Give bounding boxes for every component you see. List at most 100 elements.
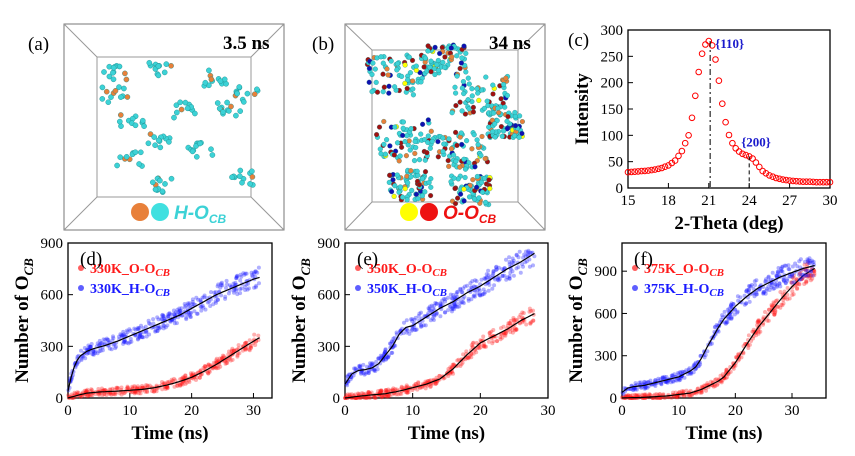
data-point: [197, 375, 202, 380]
data-point: [194, 295, 199, 300]
atom: [396, 189, 402, 195]
atom: [451, 152, 457, 158]
data-point: [705, 37, 713, 45]
y-tick-label: 600: [41, 288, 64, 304]
atom: [369, 89, 375, 95]
atom: [461, 156, 467, 162]
data-point: [130, 384, 135, 389]
data-point: [227, 357, 232, 361]
data-point: [735, 148, 743, 155]
data-point: [121, 391, 126, 396]
atom: [434, 62, 440, 68]
data-point: [789, 177, 797, 185]
data-point: [531, 318, 536, 323]
data-point: [756, 163, 763, 171]
data-point: [224, 360, 229, 365]
box-a-frame: [63, 23, 285, 231]
molecule-cluster: [429, 129, 490, 172]
data-point: [438, 314, 443, 319]
molecule-cluster: [185, 139, 216, 160]
data-point: [179, 376, 184, 381]
atom: [147, 131, 154, 137]
x-tick-label: 24: [742, 193, 758, 209]
data-point: [208, 304, 213, 308]
data-point: [99, 341, 104, 345]
data-point: [132, 384, 137, 389]
atom: [413, 145, 419, 151]
x-tick-label: 18: [661, 193, 676, 209]
data-point: [129, 390, 134, 395]
data-point: [145, 390, 150, 394]
molecule-cluster: [145, 131, 173, 151]
data-point: [816, 178, 824, 186]
atom: [404, 173, 410, 179]
molecule-cluster: [146, 60, 174, 79]
atom: [184, 105, 191, 112]
data-point: [438, 301, 443, 306]
legend-marker: [632, 285, 638, 291]
atom: [244, 90, 251, 97]
atom: [397, 153, 403, 159]
atom: [161, 69, 168, 76]
atom: [196, 140, 203, 147]
data-point: [729, 139, 736, 147]
atom: [470, 177, 476, 183]
y-tick-label: 50: [608, 155, 623, 171]
data-point: [486, 273, 491, 278]
data-point: [125, 385, 130, 390]
data-point: [224, 278, 229, 283]
data-point: [505, 275, 510, 280]
data-point: [507, 321, 512, 326]
atom: [168, 63, 174, 69]
atom: [432, 44, 438, 50]
atom: [516, 134, 522, 140]
data-point: [644, 167, 652, 174]
data-point: [459, 290, 464, 294]
data-point: [232, 348, 237, 353]
data-point: [220, 356, 225, 360]
atom: [408, 174, 414, 180]
data-point: [136, 391, 141, 396]
atom: [369, 71, 375, 78]
data-point: [790, 293, 795, 297]
data-point: [742, 151, 750, 159]
data-point: [487, 339, 491, 344]
data-point: [160, 387, 165, 392]
data-point: [391, 336, 396, 341]
atom: [408, 168, 414, 174]
data-point: [797, 259, 802, 264]
atom: [453, 90, 459, 96]
atom: [481, 105, 487, 111]
atom: [461, 43, 467, 49]
x-axis-title: Time (ns): [408, 423, 485, 444]
atom: [394, 67, 400, 73]
data-point: [633, 381, 638, 386]
atom: [157, 177, 163, 184]
data-point: [113, 392, 118, 397]
atom: [465, 97, 471, 103]
atom: [117, 154, 123, 160]
atom: [402, 62, 408, 68]
atom: [209, 152, 216, 158]
data-point: [115, 386, 120, 391]
data-point: [109, 347, 114, 352]
data-point: [183, 305, 187, 310]
x-axis-title: Time (ns): [685, 423, 762, 444]
atom: [117, 118, 123, 125]
atom: [403, 153, 409, 159]
data-point: [191, 302, 196, 307]
molecule-cluster: [374, 117, 434, 164]
atom: [495, 105, 501, 111]
data-point: [747, 284, 752, 289]
data-point: [796, 178, 804, 185]
atom: [408, 126, 414, 132]
data-point: [520, 262, 525, 267]
data-point: [504, 257, 508, 262]
atom: [105, 99, 112, 105]
atom: [116, 63, 123, 70]
data-point: [651, 166, 659, 173]
data-point: [466, 296, 471, 301]
data-point: [130, 386, 135, 391]
data-point: [517, 249, 522, 254]
data-point: [763, 291, 768, 296]
